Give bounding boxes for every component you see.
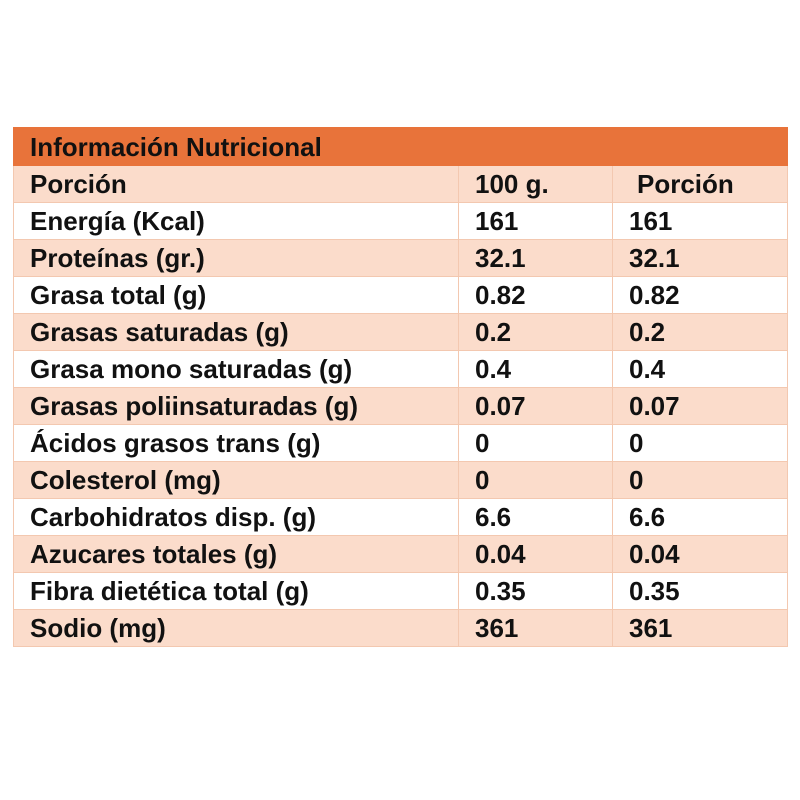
value-100g: 0.07 [458,387,613,425]
table-title-row: Información Nutricional [13,127,788,166]
table-row: Sodio (mg) 361 361 [13,609,788,647]
value-100g: 0 [458,461,613,499]
nutrient-name: Sodio (mg) [13,609,459,647]
value-portion: 0.2 [612,313,788,351]
nutrient-name: Grasas saturadas (g) [13,313,459,351]
value-portion: 161 [612,202,788,240]
nutrient-name: Proteínas (gr.) [13,239,459,277]
nutrient-name: Grasa mono saturadas (g) [13,350,459,388]
value-100g: 361 [458,609,613,647]
value-100g: 32.1 [458,239,613,277]
value-100g: 0.35 [458,572,613,610]
value-portion: 0 [612,461,788,499]
table-row: Carbohidratos disp. (g) 6.6 6.6 [13,498,788,536]
value-portion: 361 [612,609,788,647]
column-header-row: Porción 100 g. Porción [13,165,788,203]
nutrient-name: Ácidos grasos trans (g) [13,424,459,462]
value-100g: 161 [458,202,613,240]
table-row: Fibra dietética total (g) 0.35 0.35 [13,572,788,610]
table-row: Grasa mono saturadas (g) 0.4 0.4 [13,350,788,388]
value-portion: 6.6 [612,498,788,536]
value-100g: 0 [458,424,613,462]
column-header: 100 g. [458,165,613,203]
table-row: Energía (Kcal) 161 161 [13,202,788,240]
value-portion: 0.82 [612,276,788,314]
column-header: Porción [13,165,459,203]
table-row: Grasas poliinsaturadas (g) 0.07 0.07 [13,387,788,425]
table-row: Grasas saturadas (g) 0.2 0.2 [13,313,788,351]
nutrient-name: Grasas poliinsaturadas (g) [13,387,459,425]
nutrient-name: Fibra dietética total (g) [13,572,459,610]
value-100g: 0.04 [458,535,613,573]
value-100g: 0.2 [458,313,613,351]
table-row: Proteínas (gr.) 32.1 32.1 [13,239,788,277]
nutrition-table: Información Nutricional Porción 100 g. P… [13,127,788,647]
nutrient-name: Carbohidratos disp. (g) [13,498,459,536]
value-portion: 0.07 [612,387,788,425]
table-row: Colesterol (mg) 0 0 [13,461,788,499]
column-header: Porción [612,165,788,203]
value-100g: 0.4 [458,350,613,388]
value-portion: 32.1 [612,239,788,277]
table-row: Grasa total (g) 0.82 0.82 [13,276,788,314]
table-row: Ácidos grasos trans (g) 0 0 [13,424,788,462]
nutrient-name: Colesterol (mg) [13,461,459,499]
value-100g: 6.6 [458,498,613,536]
nutrient-name: Azucares totales (g) [13,535,459,573]
value-portion: 0 [612,424,788,462]
value-portion: 0.04 [612,535,788,573]
value-portion: 0.4 [612,350,788,388]
nutrient-name: Energía (Kcal) [13,202,459,240]
table-row: Azucares totales (g) 0.04 0.04 [13,535,788,573]
value-100g: 0.82 [458,276,613,314]
nutrient-name: Grasa total (g) [13,276,459,314]
value-portion: 0.35 [612,572,788,610]
table-title: Información Nutricional [13,127,788,166]
